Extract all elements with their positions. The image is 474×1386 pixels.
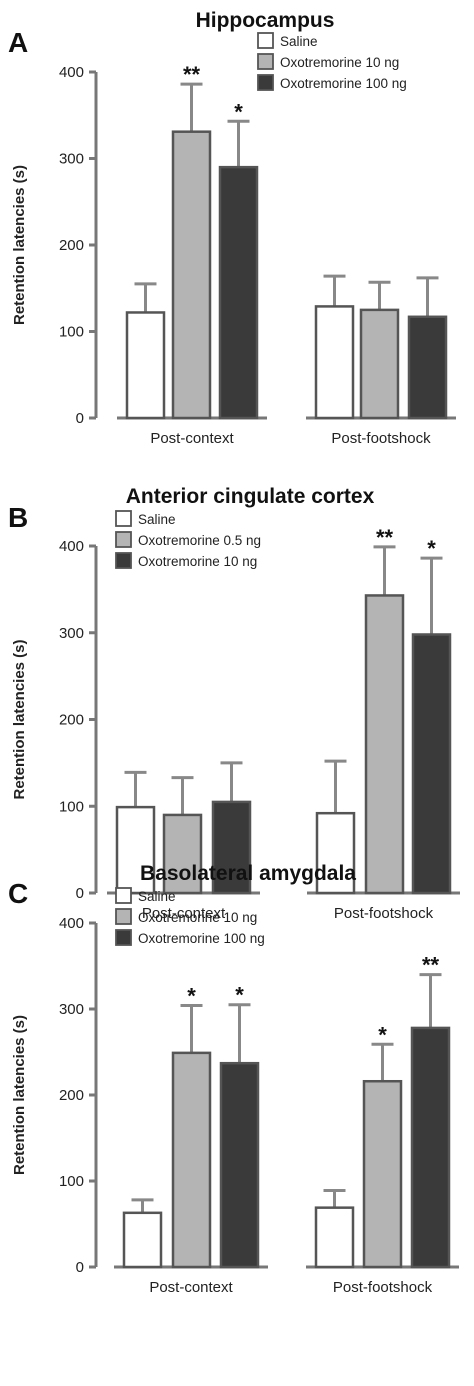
- panel-letter: C: [8, 878, 28, 909]
- panel-title: Anterior cingulate cortex: [126, 485, 375, 508]
- legend-label: Saline: [280, 34, 318, 49]
- y-tick-label: 100: [59, 798, 84, 815]
- y-tick-label: 0: [76, 1259, 84, 1276]
- panel-title: Basolateral amygdala: [140, 862, 356, 885]
- bar: [171, 130, 212, 420]
- significance-marker: *: [378, 1022, 387, 1047]
- legend-swatch: [115, 531, 132, 548]
- bar: [407, 315, 448, 420]
- legend-swatch: [257, 53, 274, 70]
- bar: [362, 1079, 403, 1269]
- category-label: Post-context: [149, 1279, 233, 1296]
- significance-marker: **: [376, 525, 394, 550]
- legend-swatch: [257, 32, 274, 49]
- y-tick-label: 200: [59, 1087, 84, 1104]
- legend-swatch: [115, 510, 132, 527]
- bar: [315, 811, 356, 895]
- legend-label: Oxotremorine 100 ng: [280, 76, 407, 91]
- y-tick-label: 0: [76, 410, 84, 427]
- y-tick-label: 400: [59, 64, 84, 81]
- legend-label: Oxotremorine 100 ng: [138, 931, 265, 946]
- legend-label: Oxotremorine 10 ng: [280, 55, 399, 70]
- y-tick-label: 200: [59, 237, 84, 254]
- legend-label: Oxotremorine 10 ng: [138, 910, 257, 925]
- panel-b: B Anterior cingulate cortex Retention late…: [8, 485, 460, 922]
- y-axis-label: Retention latencies (s): [11, 639, 28, 799]
- legend-label: Oxotremorine 10 ng: [138, 554, 257, 569]
- legend-label: Saline: [138, 512, 176, 527]
- panel-a: A Hippocampus Retention latencies (s) 0 100 2…: [8, 9, 456, 447]
- bar: [115, 805, 156, 895]
- bar: [410, 1026, 451, 1269]
- y-tick-label: 300: [59, 1001, 84, 1018]
- bar: [314, 305, 355, 420]
- category-label: Post-context: [142, 905, 226, 922]
- y-tick-label: 300: [59, 151, 84, 168]
- panel-c: C Basolateral amygdala Retention latencies…: [8, 862, 459, 1296]
- category-label: Post-footshock: [333, 1279, 433, 1296]
- significance-marker: *: [234, 99, 243, 124]
- bar: [411, 633, 452, 895]
- bar: [219, 1061, 260, 1269]
- bar: [211, 800, 252, 895]
- significance-marker: *: [187, 984, 196, 1009]
- bar: [125, 311, 166, 420]
- y-tick-label: 100: [59, 324, 84, 341]
- legend-label: Oxotremorine 0.5 ng: [138, 533, 261, 548]
- legend-swatch: [115, 929, 132, 946]
- panel-letter: A: [8, 27, 28, 58]
- legend-swatch: [115, 552, 132, 569]
- y-tick-label: 300: [59, 625, 84, 642]
- panel-title: Hippocampus: [196, 9, 335, 32]
- significance-marker: **: [183, 62, 201, 87]
- category-label: Post-footshock: [331, 430, 431, 447]
- significance-marker: *: [235, 983, 244, 1008]
- y-tick-label: 400: [59, 915, 84, 932]
- y-tick-label: 0: [76, 885, 84, 902]
- y-axis-label: Retention latencies (s): [11, 165, 28, 325]
- significance-marker: **: [422, 953, 440, 978]
- significance-marker: *: [427, 536, 436, 561]
- bar: [314, 1206, 355, 1269]
- bar: [122, 1211, 163, 1269]
- y-tick-label: 100: [59, 1173, 84, 1190]
- y-tick-label: 400: [59, 538, 84, 555]
- bar: [162, 813, 203, 895]
- bar: [364, 594, 405, 895]
- legend-swatch: [257, 74, 274, 91]
- legend-label: Saline: [138, 889, 176, 904]
- legend-swatch: [115, 887, 132, 904]
- category-label: Post-footshock: [334, 905, 434, 922]
- bar: [218, 165, 259, 420]
- y-axis-label: Retention latencies (s): [11, 1015, 28, 1175]
- bar: [359, 308, 400, 420]
- panel-letter: B: [8, 502, 28, 533]
- bar: [171, 1051, 212, 1269]
- legend-swatch: [115, 908, 132, 925]
- category-label: Post-context: [150, 430, 234, 447]
- y-tick-label: 200: [59, 712, 84, 729]
